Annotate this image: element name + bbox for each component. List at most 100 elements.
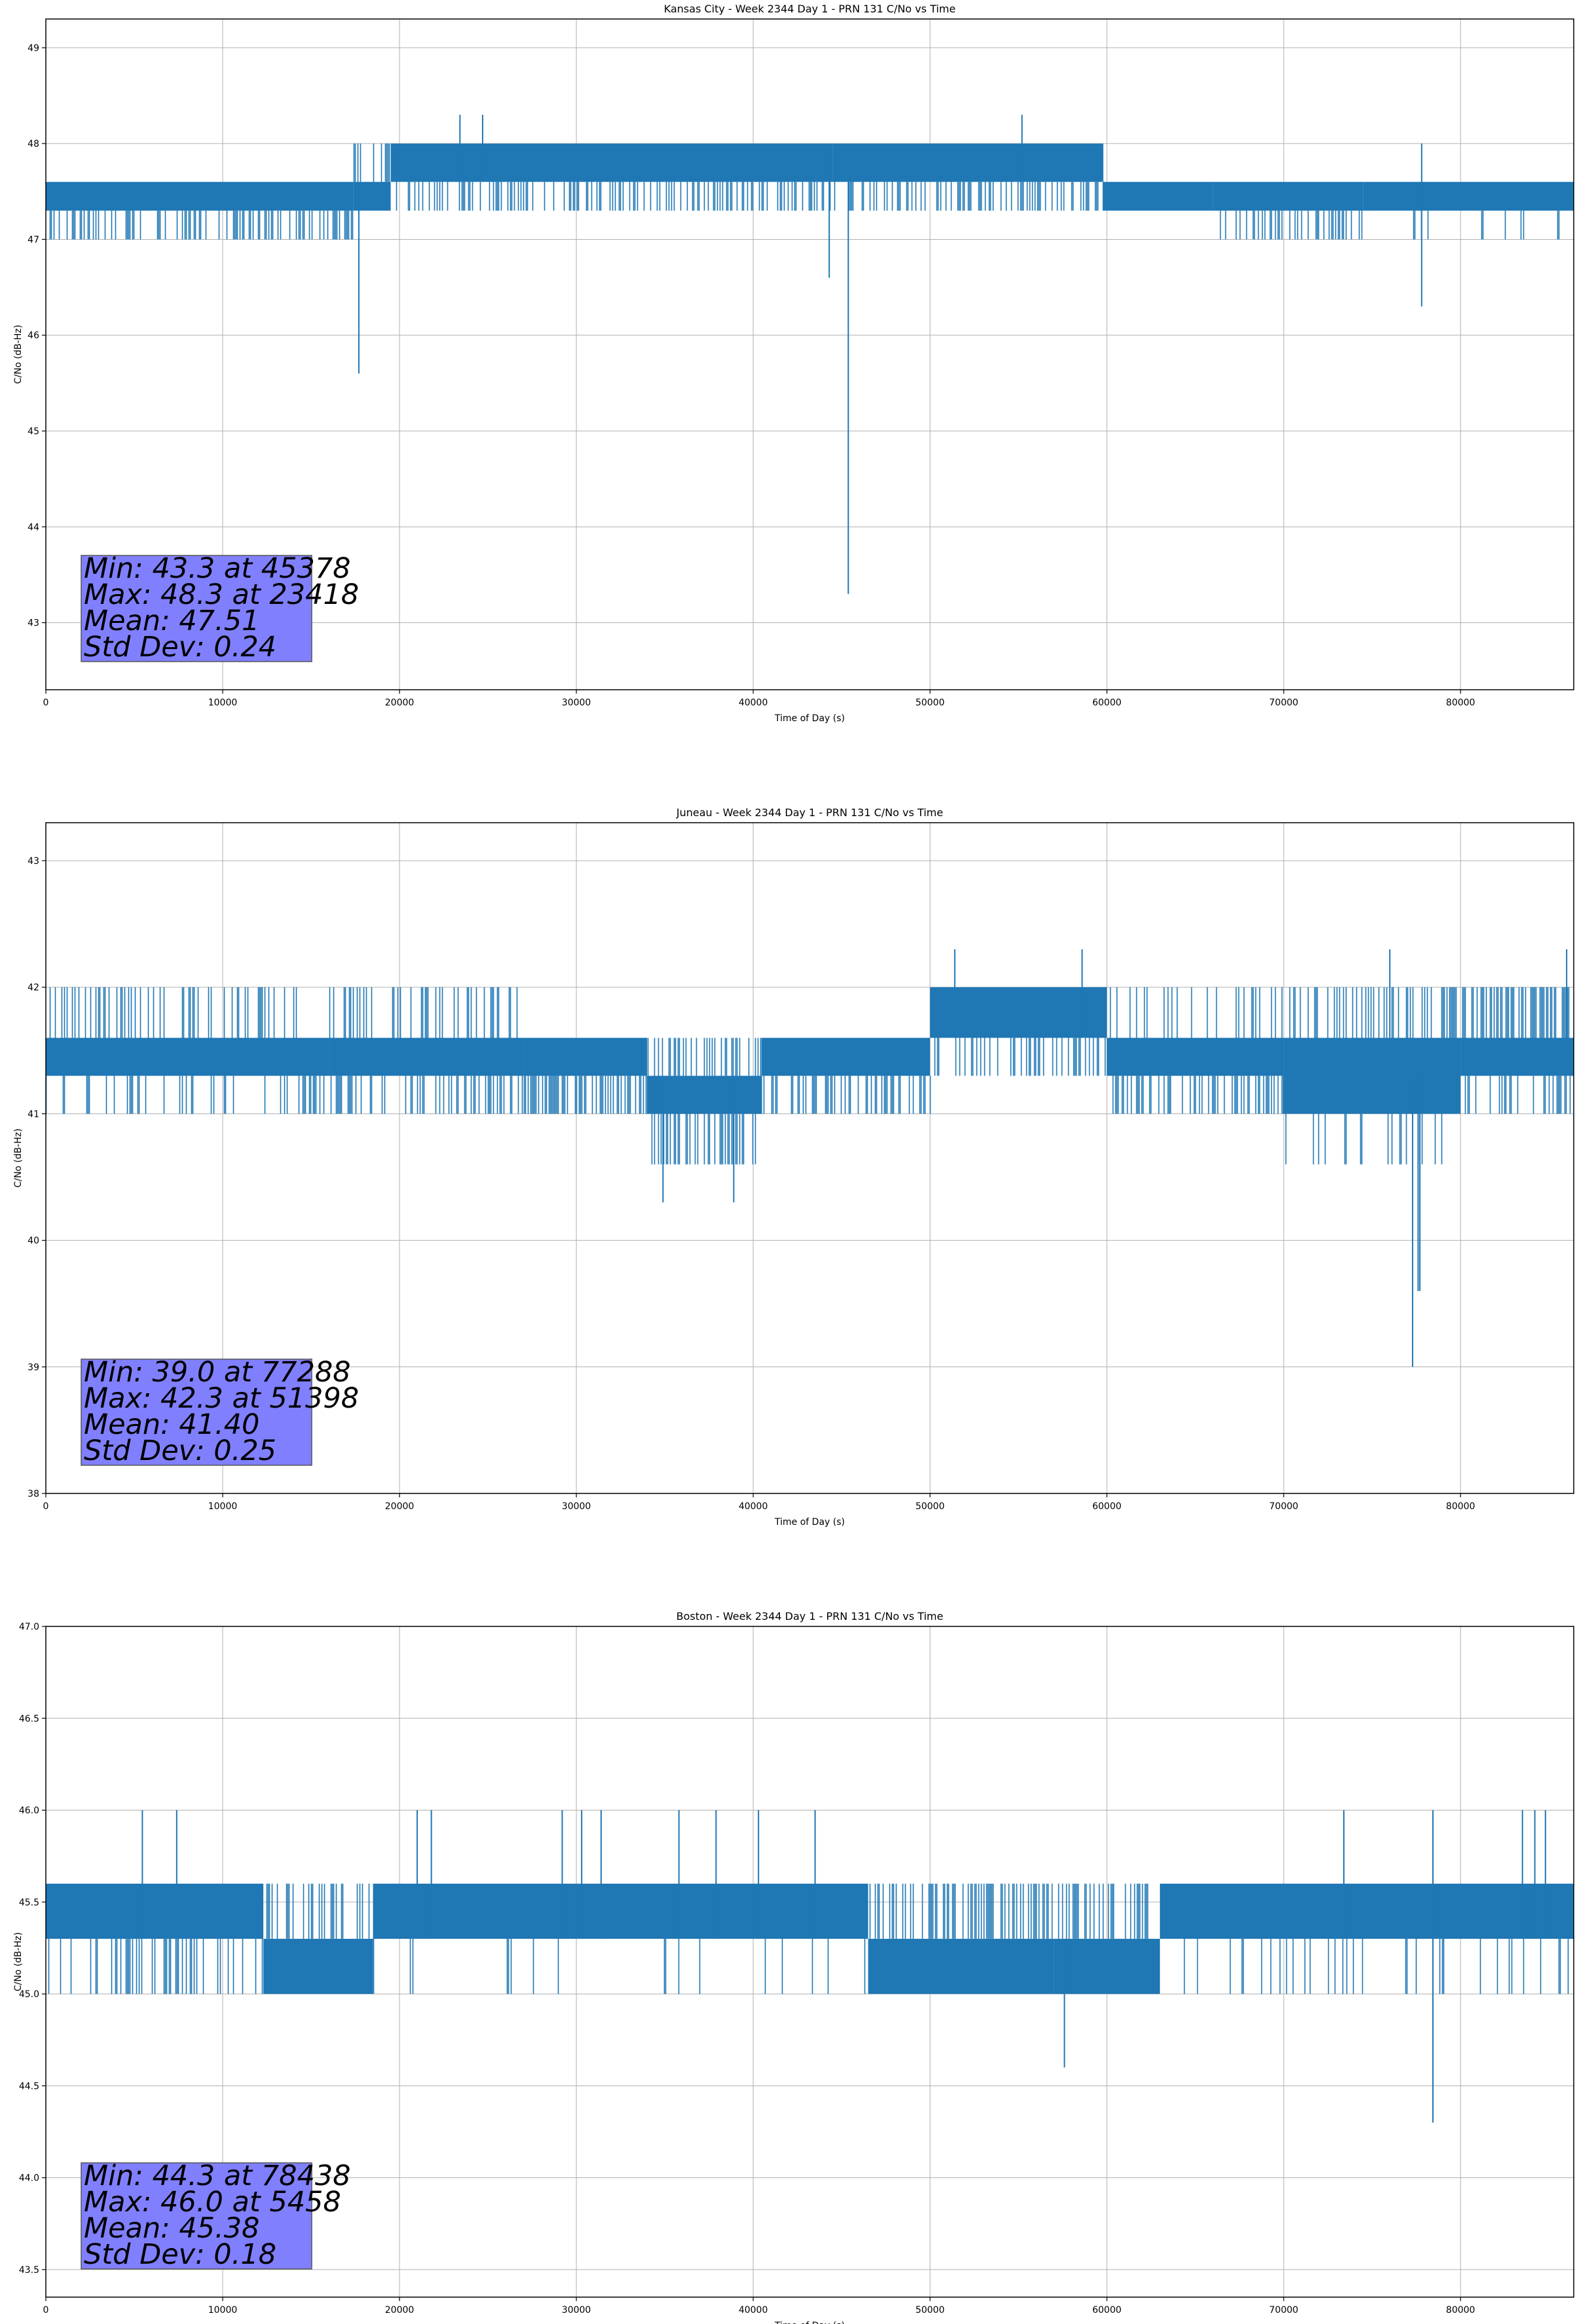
cno-band xyxy=(373,1883,868,1939)
stats-line: Mean: 41.40 xyxy=(84,1408,259,1441)
chart-panel-1: Kansas City - Week 2344 Day 1 - PRN 131 … xyxy=(13,3,1574,724)
y-tick-label: 39 xyxy=(28,1362,39,1373)
cno-band xyxy=(1363,181,1574,211)
y-tick-label: 38 xyxy=(28,1489,39,1499)
y-tick-label: 40 xyxy=(28,1236,39,1246)
cno-low-excursions xyxy=(373,1938,866,1995)
x-tick-label: 10000 xyxy=(208,1501,238,1512)
stats-line: Max: 46.0 at 5458 xyxy=(84,2186,341,2219)
x-tick-label: 80000 xyxy=(1446,2305,1475,2315)
cno-band xyxy=(1460,1038,1574,1076)
cno-band xyxy=(263,1938,373,1995)
y-tick-label: 47 xyxy=(28,234,39,245)
cno-high-excursions xyxy=(49,987,297,1038)
plot-frame xyxy=(45,18,1574,690)
x-tick-label: 70000 xyxy=(1269,2305,1299,2315)
y-tick-label: 49 xyxy=(28,43,39,54)
stats-line: Mean: 45.38 xyxy=(84,2212,259,2245)
cno-band xyxy=(1284,1038,1461,1114)
cno-high-excursions xyxy=(329,987,518,1038)
cno-series xyxy=(45,949,1574,1367)
cno-high-excursions xyxy=(1109,987,1283,1038)
x-tick-label: 80000 xyxy=(1446,1501,1475,1512)
cno-low-excursions xyxy=(523,1076,648,1114)
chart-title: Juneau - Week 2344 Day 1 - PRN 131 C/No … xyxy=(676,806,943,819)
y-tick-label: 44.0 xyxy=(19,2173,39,2184)
x-tick-label: 40000 xyxy=(739,1501,768,1512)
cno-band xyxy=(1107,1038,1284,1076)
stats-box-background xyxy=(81,2162,312,2270)
x-axis-label: Time of Day (s) xyxy=(774,713,845,724)
cno-low-excursions xyxy=(1112,1076,1284,1114)
y-tick-label: 45.5 xyxy=(19,1898,39,1908)
cno-band xyxy=(46,1883,264,1939)
y-tick-label: 41 xyxy=(28,1109,39,1119)
x-tick-label: 30000 xyxy=(562,1501,591,1512)
cno-low-excursions xyxy=(330,1076,523,1114)
cno-high-excursions xyxy=(647,1038,763,1076)
cno-low-excursions xyxy=(396,181,831,211)
x-tick-label: 20000 xyxy=(385,698,415,708)
x-tick-label: 40000 xyxy=(739,2305,768,2315)
cno-band xyxy=(329,1038,524,1076)
cno-band xyxy=(868,1938,1054,1995)
x-tick-label: 80000 xyxy=(1446,698,1475,708)
cno-band xyxy=(1160,1883,1574,1939)
stats-box-background xyxy=(81,555,312,662)
y-tick-label: 48 xyxy=(28,139,39,149)
x-tick-label: 30000 xyxy=(562,698,591,708)
cno-band xyxy=(647,1076,762,1114)
cno-band xyxy=(353,181,391,211)
cno-high-excursions xyxy=(1289,987,1457,1038)
y-tick-label: 44.5 xyxy=(19,2081,39,2091)
cno-series xyxy=(46,1810,1574,2123)
cno-high-excursions xyxy=(1058,1883,1149,1939)
stats-line: Min: 39.0 at 77288 xyxy=(84,1356,351,1389)
x-tick-label: 30000 xyxy=(562,2305,591,2315)
y-tick-label: 44 xyxy=(28,522,39,533)
x-tick-label: 10000 xyxy=(208,698,238,708)
cno-band xyxy=(390,143,833,182)
cno-band xyxy=(1213,181,1364,211)
x-tick-label: 20000 xyxy=(385,2305,415,2315)
x-tick-label: 60000 xyxy=(1092,1501,1122,1512)
x-tick-label: 50000 xyxy=(916,698,945,708)
y-axis-label: C/No (dB-Hz) xyxy=(13,1932,24,1991)
x-tick-label: 70000 xyxy=(1269,698,1299,708)
stats-line: Max: 48.3 at 23418 xyxy=(84,578,359,611)
y-tick-label: 47.0 xyxy=(19,1622,39,1632)
plot-frame xyxy=(45,822,1574,1494)
x-tick-label: 50000 xyxy=(916,1501,945,1512)
chart-title: Boston - Week 2344 Day 1 - PRN 131 C/No … xyxy=(677,1610,944,1622)
x-tick-label: 0 xyxy=(43,1501,49,1512)
x-tick-label: 40000 xyxy=(739,698,768,708)
cno-band xyxy=(1054,1938,1160,1995)
cno-low-excursions xyxy=(934,1038,1106,1076)
cno-low-excursions xyxy=(834,181,1104,211)
cno-band xyxy=(1103,181,1214,211)
x-tick-label: 0 xyxy=(43,2305,49,2315)
x-tick-label: 60000 xyxy=(1092,698,1122,708)
x-tick-label: 50000 xyxy=(916,2305,945,2315)
stats-line: Mean: 47.51 xyxy=(84,605,259,637)
cno-low-excursions xyxy=(1464,1076,1571,1114)
cno-high-excursions xyxy=(266,1883,370,1939)
cno-low-excursions xyxy=(1219,210,1363,240)
y-tick-label: 46 xyxy=(28,331,39,341)
y-tick-label: 45 xyxy=(28,426,39,437)
y-axis-label: C/No (dB-Hz) xyxy=(13,325,24,384)
cno-band xyxy=(46,181,354,211)
y-tick-label: 43.5 xyxy=(19,2265,39,2276)
cno-band xyxy=(46,1038,329,1076)
cno-band xyxy=(832,143,1104,182)
stats-line: Min: 43.3 at 45378 xyxy=(84,552,351,585)
cno-high-excursions xyxy=(869,1883,1053,1939)
y-axis-label: C/No (dB-Hz) xyxy=(13,1129,24,1188)
x-tick-label: 70000 xyxy=(1269,1501,1299,1512)
x-axis-label: Time of Day (s) xyxy=(774,1517,845,1527)
y-tick-label: 43 xyxy=(28,856,39,867)
x-tick-label: 10000 xyxy=(208,2305,238,2315)
plot-frame xyxy=(45,1626,1574,2298)
